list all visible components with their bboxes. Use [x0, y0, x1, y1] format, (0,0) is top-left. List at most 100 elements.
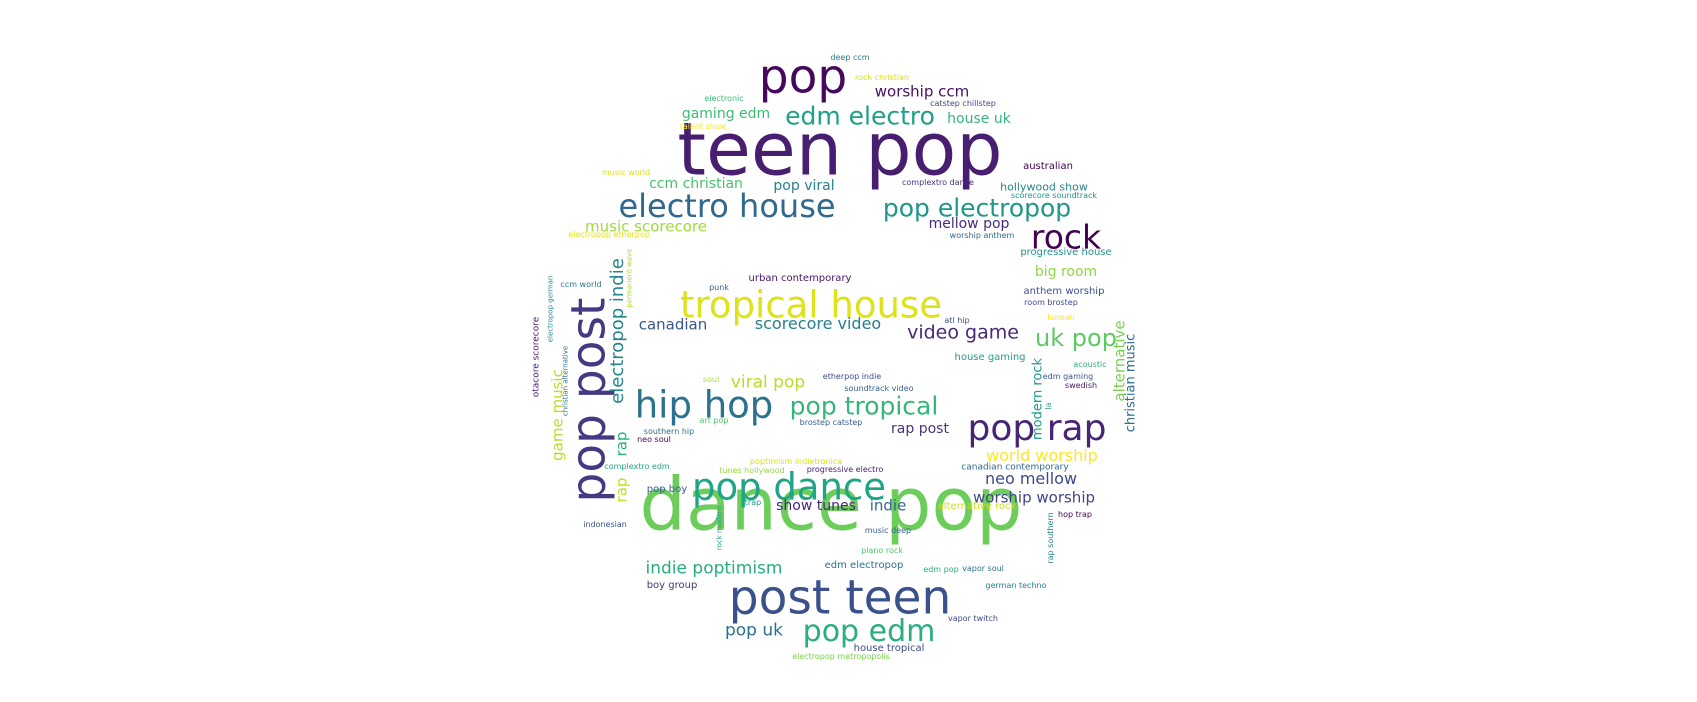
- word-tropical-house: tropical house: [680, 283, 942, 327]
- word-complextro-edm: complextro edm: [604, 462, 670, 471]
- word-pop-edm: pop edm: [802, 614, 936, 649]
- word-big-room: big room: [1034, 264, 1098, 280]
- word-rap-yellow: rap: [612, 477, 631, 503]
- word-worship-anthem: worship anthem: [949, 231, 1015, 240]
- word-alternative-rock: alternative rock: [937, 501, 1017, 512]
- word-music-world: music world: [601, 168, 651, 177]
- word-indie-poptimism: indie poptimism: [645, 558, 783, 579]
- word-gaming-edm: gaming edm: [681, 106, 771, 122]
- word-punk: punk: [709, 283, 729, 292]
- word-pop-rap: pop rap: [967, 408, 1107, 449]
- word-viral-pop: viral pop: [730, 372, 806, 393]
- word-uk-pop: uk pop: [1035, 324, 1117, 352]
- word-music-deep: music deep: [864, 526, 912, 535]
- word-australian: australian: [1023, 161, 1073, 172]
- word-tunes-hollywood: tunes hollywood: [719, 466, 785, 475]
- word-show-tunes: show tunes: [776, 498, 856, 514]
- word-acoustic: acoustic: [1073, 360, 1107, 369]
- word-catstep-chillstep: catstep chillstep: [930, 99, 996, 108]
- word-southern-hip: southern hip: [643, 427, 695, 436]
- word-indie: indie: [869, 496, 907, 515]
- word-video-game: video game: [907, 321, 1019, 344]
- word-dance-pop: dance pop: [639, 462, 1023, 548]
- word-ccm-world: ccm world: [560, 280, 602, 289]
- word-piano-rock: piano rock: [861, 546, 903, 555]
- word-room-brostep: room brostep: [1024, 298, 1078, 307]
- word-etherpop-indie: etherpop indie: [822, 372, 882, 381]
- word-vapor-soul: vapor soul: [962, 564, 1004, 573]
- word-pop-dance: pop dance: [691, 465, 887, 509]
- word-christian-music: christian music: [1123, 333, 1139, 433]
- word-pop-tropical: pop tropical: [789, 391, 939, 421]
- word-pop-uk: pop uk: [724, 620, 784, 641]
- word-rap-green: rap: [612, 431, 631, 457]
- word-world-worship: world worship: [986, 446, 1098, 465]
- word-brostep-catstep: brostep catstep: [799, 418, 863, 427]
- word-pop-electropop: pop electropop: [882, 193, 1072, 223]
- word-christian-alternative: christian alternative: [561, 345, 570, 417]
- word-canadian-contemporary: canadian contemporary: [961, 462, 1069, 473]
- word-edm-gaming: edm gaming: [1042, 372, 1094, 381]
- word-house-tropical: house tropical: [853, 643, 925, 654]
- word-hollywood-show: hollywood show: [1000, 180, 1088, 194]
- word-neo-soul: neo soul: [637, 435, 671, 444]
- word-progressive-house: progressive house: [1020, 247, 1112, 258]
- word-electropop-german: electropop german: [546, 275, 555, 343]
- word-neo-mellow: neo mellow: [984, 469, 1078, 488]
- word-talent-show: talent show: [679, 122, 727, 131]
- word-scorecore-video: scorecore video: [754, 314, 882, 333]
- word-hip-hop: hip hop: [634, 383, 774, 427]
- word-art-pop: art pop: [699, 416, 729, 425]
- word-urban-contemporary: urban contemporary: [748, 273, 852, 284]
- word-anthem-worship: anthem worship: [1023, 286, 1105, 297]
- word-pop-boy: pop boy: [646, 484, 688, 495]
- word-boy-group: boy group: [646, 580, 698, 591]
- word-electropop-etherpop: electropop etherpop: [568, 230, 650, 239]
- word-pop-post: pop post: [561, 297, 617, 503]
- word-soundtrack-video: soundtrack video: [844, 384, 914, 393]
- word-edm-electropop: edm electropop: [824, 560, 904, 571]
- word-la: la: [1044, 402, 1053, 410]
- word-soul: soul: [702, 375, 720, 384]
- word-indonesian: indonesian: [583, 520, 627, 529]
- word-permanent-wave: permanent wave: [625, 248, 634, 308]
- word-electro-house: electro house: [618, 187, 836, 225]
- word-rap-post: rap post: [891, 421, 949, 437]
- word-house-gaming: house gaming: [954, 352, 1026, 363]
- word-trap: trap: [744, 498, 762, 507]
- word-poptimism-indietronica: poptimism indietronica: [749, 457, 843, 466]
- word-korean: korean: [1047, 313, 1075, 322]
- word-worship-worship: worship worship: [972, 488, 1096, 507]
- word-electropop-metropopolis: electropop metropopolis: [792, 652, 890, 661]
- word-vapor-twitch: vapor twitch: [948, 614, 998, 623]
- word-electropop-indie: electropop indie: [607, 258, 628, 404]
- word-canadian: canadian: [638, 315, 708, 334]
- word-atl-hip: atl hip: [944, 316, 970, 325]
- word-teen-pop: teen pop: [677, 107, 1003, 193]
- word-hop-trap: hop trap: [1058, 510, 1092, 519]
- word-house-uk: house uk: [947, 111, 1011, 127]
- word-ccm-christian: ccm christian: [649, 176, 743, 192]
- word-complextro-dance: complextro dance: [902, 178, 974, 187]
- word-electronic: electronic: [704, 94, 744, 103]
- word-otacore-scorecore: otacore scorecore: [531, 316, 542, 398]
- word-rap-southern: rap southern: [1046, 512, 1055, 564]
- word-swedish: swedish: [1064, 381, 1098, 390]
- word-pop: pop: [758, 49, 848, 105]
- word-post-teen: post teen: [728, 570, 952, 626]
- word-music-scorecore: music scorecore: [585, 217, 707, 236]
- word-deep-ccm: deep ccm: [830, 53, 870, 62]
- word-german-techno: german techno: [985, 581, 1047, 590]
- word-progressive-electro: progressive electro: [806, 465, 884, 474]
- word-pop-viral: pop viral: [773, 178, 835, 194]
- word-rock-modern: rock modern: [715, 505, 724, 551]
- word-edm-electro: edm electro: [785, 101, 935, 131]
- word-rock-christian: rock christian: [854, 73, 910, 82]
- word-worship-ccm: worship ccm: [874, 82, 970, 101]
- word-mellow-pop: mellow pop: [928, 216, 1010, 232]
- word-modern-rock: modern rock: [1030, 357, 1046, 441]
- word-rock: rock: [1030, 217, 1102, 257]
- word-edm-pop: edm pop: [923, 565, 959, 574]
- word-scorecore-soundtrack: scorecore soundtrack: [1010, 191, 1098, 200]
